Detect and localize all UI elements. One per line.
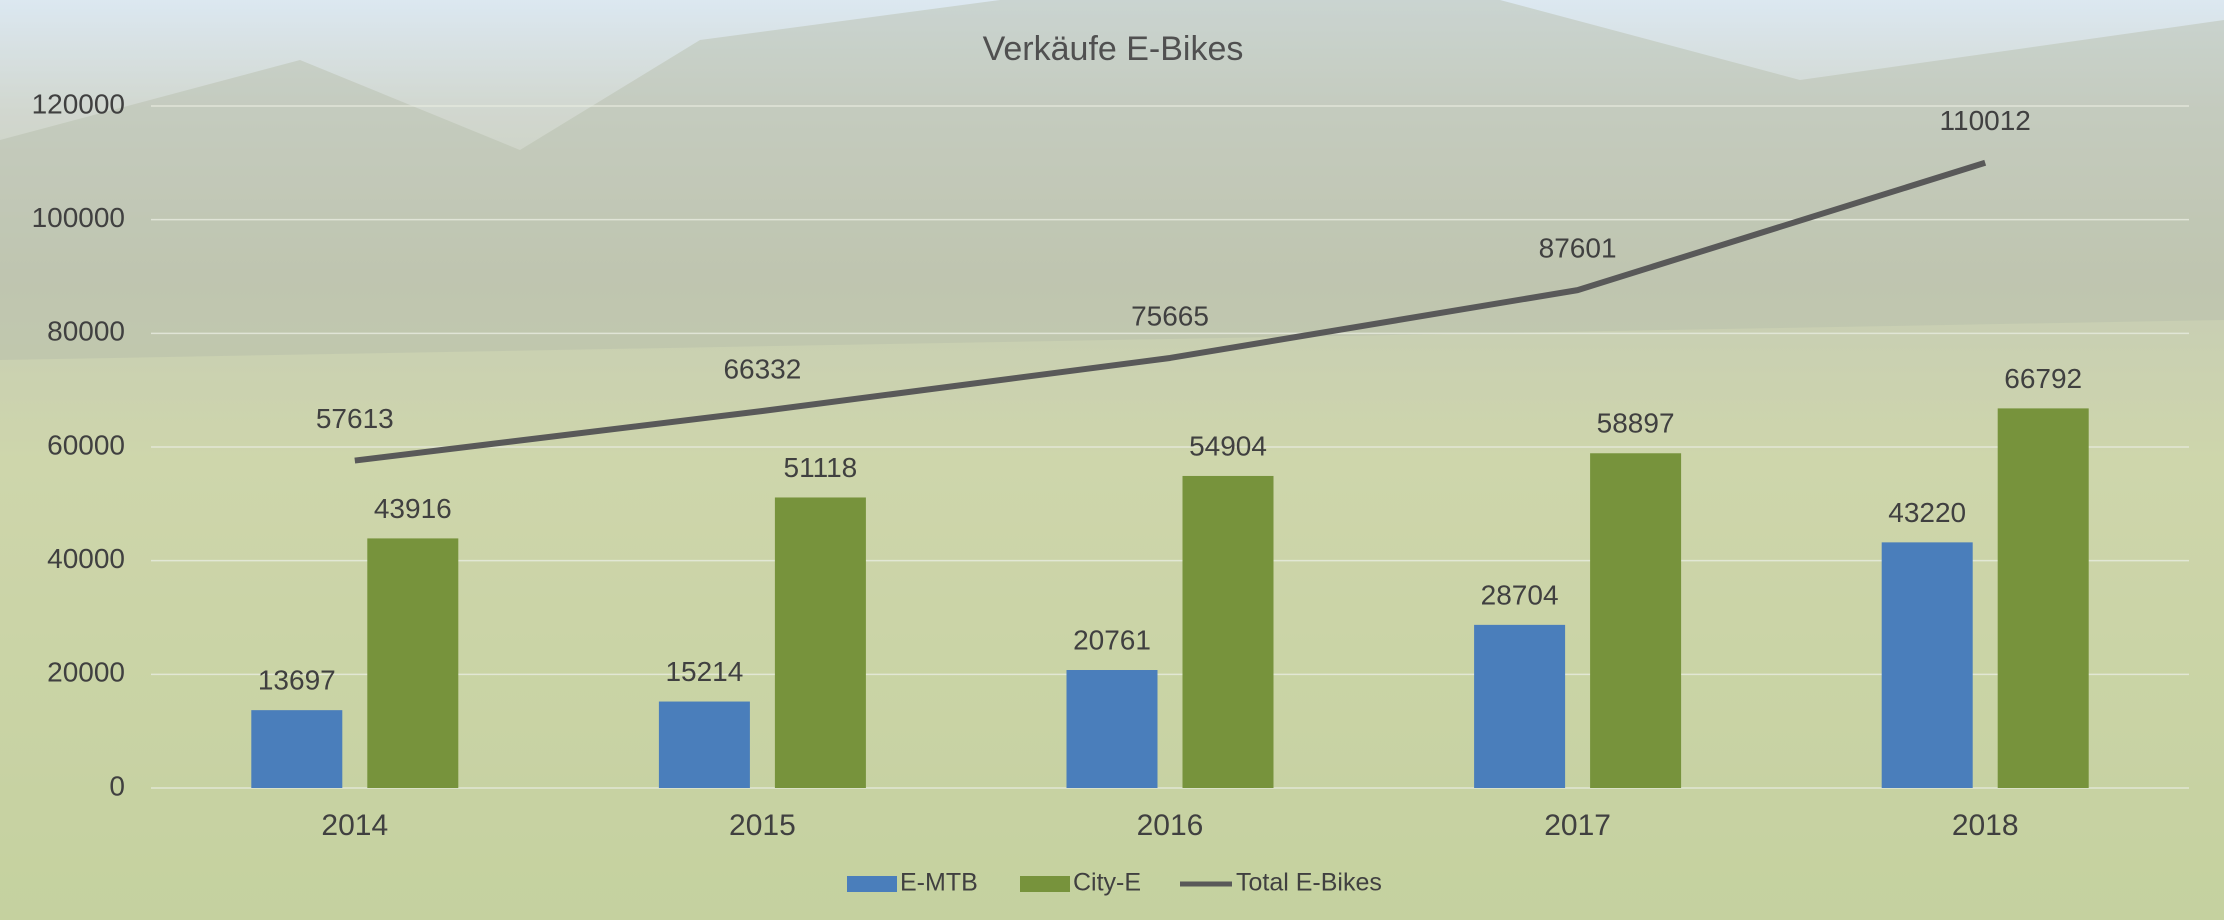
- data-label: 43916: [374, 493, 452, 524]
- data-label: 57613: [316, 403, 394, 434]
- data-label: 54904: [1189, 430, 1267, 461]
- y-tick-label: 80000: [47, 316, 125, 347]
- chart: Verkäufe E-Bikes 0 20000 40000 60000 80000 10…: [0, 0, 2224, 920]
- data-label: 66792: [2004, 363, 2082, 394]
- data-label: 43220: [1888, 497, 1966, 528]
- data-label: 110012: [1940, 105, 2031, 136]
- bar: [1067, 670, 1158, 788]
- y-tick-label: 120000: [32, 88, 125, 119]
- data-label: 58897: [1597, 408, 1675, 439]
- bar: [1998, 408, 2089, 788]
- legend-swatch: [847, 876, 897, 892]
- data-label: 15214: [665, 656, 743, 687]
- y-tick-label: 20000: [47, 657, 125, 688]
- page: {"chart_data": {"type": "bar", "title": …: [0, 0, 2224, 920]
- y-tick-label: 0: [109, 770, 125, 801]
- data-label: 28704: [1481, 579, 1559, 610]
- bar: [1590, 453, 1681, 788]
- x-tick-label: 2016: [1137, 809, 1204, 842]
- y-tick-label: 60000: [47, 429, 125, 460]
- bar: [1474, 625, 1565, 788]
- bar: [251, 710, 342, 788]
- bar: [659, 702, 750, 788]
- bar: [1183, 476, 1274, 788]
- data-label: 66332: [723, 353, 801, 384]
- bar: [775, 497, 866, 788]
- x-tick-label: 2015: [729, 809, 796, 842]
- data-label: 75665: [1131, 300, 1209, 331]
- bar: [367, 538, 458, 788]
- data-label: 20761: [1073, 624, 1151, 655]
- data-label: 51118: [784, 452, 858, 483]
- chart-title: Verkäufe E-Bikes: [983, 30, 1244, 68]
- x-tick-label: 2014: [321, 809, 388, 842]
- x-tick-label: 2017: [1544, 809, 1611, 842]
- x-tick-label: 2018: [1952, 809, 2019, 842]
- data-label: 87601: [1539, 233, 1617, 264]
- data-label: 13697: [258, 665, 336, 696]
- y-tick-label: 100000: [32, 202, 125, 233]
- legend-label: Total E-Bikes: [1236, 869, 1382, 897]
- bar: [1882, 542, 1973, 788]
- y-tick-label: 40000: [47, 543, 125, 574]
- legend-label: E-MTB: [900, 869, 978, 897]
- legend-label: City-E: [1073, 869, 1141, 897]
- legend-swatch: [1020, 876, 1070, 892]
